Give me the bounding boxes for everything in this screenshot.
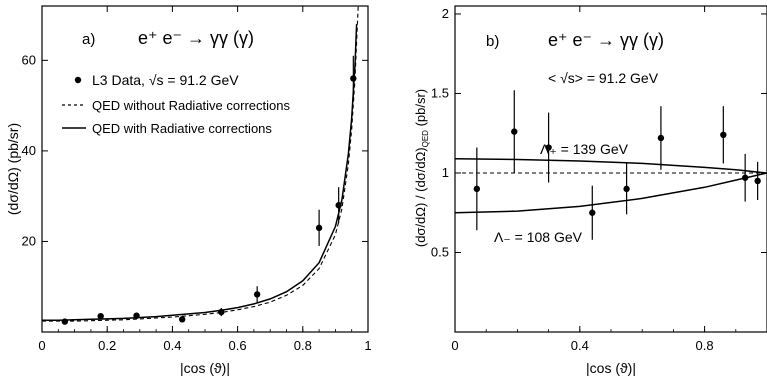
data-point-a-3 (178, 316, 186, 323)
legend-marker-data (74, 76, 82, 84)
data-point-b-5 (657, 134, 665, 142)
legend-label-dashed: QED without Radiative corrections (92, 98, 290, 113)
legend-label-solid: QED with Radiative corrections (92, 121, 272, 136)
data-point-b-1 (511, 128, 518, 135)
panel-b: 0 0.4 0.8 0.5 1 1.5 2 b) e⁺ e⁻ → γγ (γ) < √s> … (413, 5, 767, 376)
data-point-a-5 (253, 291, 261, 298)
x-tick-label-b-0: 0 (451, 338, 458, 353)
data-point-b-4 (623, 185, 630, 193)
panel-a: 0 0.2 0.4 0.6 0.8 1 20 40 60 a) e⁺ e⁻ → γγ (γ) L… (5, 5, 372, 376)
panel-label-b: b) (486, 33, 499, 50)
y-tick-label-a-1: 40 (22, 143, 36, 158)
y-tick-label-a-0: 20 (22, 233, 36, 248)
x-tick-label-a-5: 1 (364, 338, 371, 353)
chart-subtitle-b: < √s> = 91.2 GeV (548, 70, 659, 86)
data-point-a-2 (133, 312, 140, 319)
data-point-b-0 (473, 185, 481, 193)
data-point-a-0 (61, 318, 69, 325)
data-point-a-7 (335, 202, 342, 209)
x-tick-label-a-2: 0.4 (163, 338, 181, 353)
data-point-b-7 (741, 174, 749, 181)
curve-solid-b-2 (454, 172, 767, 214)
y-tick-label-b-3: 2 (442, 6, 449, 21)
legend-label-data: L3 Data, √s = 91.2 GeV (92, 72, 239, 88)
x-tick-label-a-3: 0.6 (229, 338, 247, 353)
x-tick-label-a-0: 0 (38, 338, 45, 353)
annotation-lambda-minus: Λ₋ = 108 GeV (494, 229, 583, 245)
y-axis-label-a: (dσ/dΩ) (pb/sr) (5, 123, 21, 215)
y-tick-label-b-0: 0.5 (431, 244, 449, 259)
curve-solid-a-1 (42, 24, 358, 321)
y-axis-label-b: (dσ/dΩ) / (dσ/dΩ)QED (pb/sr) (413, 89, 430, 247)
chart-title-b: e⁺ e⁻ → γγ (γ) (548, 30, 664, 50)
chart-title-a: e⁺ e⁻ → γγ (γ) (138, 28, 254, 48)
annotation-lambda-plus: Λ₊ = 139 GeV (540, 141, 629, 157)
data-point-a-4 (218, 308, 225, 316)
legend-a: L3 Data, √s = 91.2 GeV QED without Radia… (62, 72, 290, 136)
plot-frame-a (41, 5, 369, 333)
curve-solid-b-1 (454, 157, 767, 174)
y-tick-label-b-1: 1 (442, 165, 449, 180)
data-point-b-8 (754, 177, 761, 185)
x-tick-label-b-2: 0.8 (696, 338, 714, 353)
panel-label-a: a) (82, 31, 95, 48)
data-point-b-3 (589, 209, 596, 216)
y-tick-label-a-2: 60 (22, 52, 36, 67)
x-axis-label-b: |cos (ϑ)| (586, 360, 636, 376)
data-point-b-2 (545, 144, 552, 151)
x-tick-label-a-4: 0.8 (294, 338, 312, 353)
curve-dashed-a-2 (42, 5, 359, 322)
data-point-b-6 (720, 131, 727, 139)
y-tick-label-b-2: 1.5 (431, 85, 449, 100)
data-point-a-8 (350, 75, 357, 82)
x-tick-label-b-1: 0.4 (571, 338, 589, 353)
x-axis-label-a: |cos (ϑ)| (180, 360, 230, 376)
data-point-a-1 (97, 312, 104, 320)
x-tick-label-a-1: 0.2 (98, 338, 116, 353)
data-point-a-6 (315, 224, 323, 232)
